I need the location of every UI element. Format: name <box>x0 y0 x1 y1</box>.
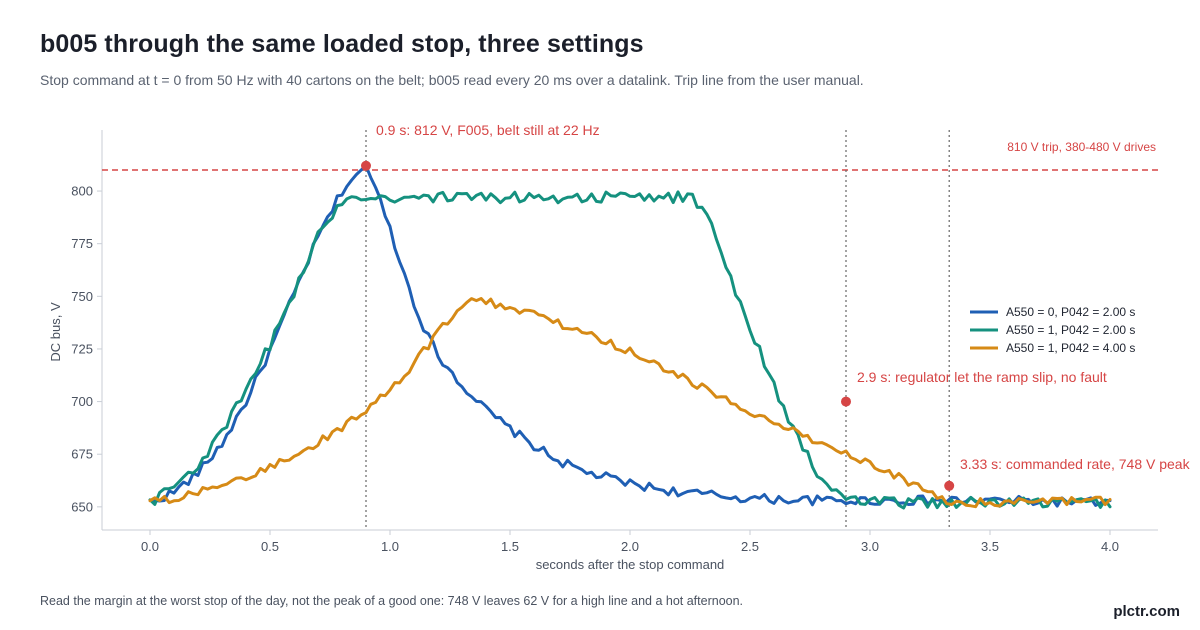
x-tick-label: 0.5 <box>261 539 279 554</box>
x-tick-label: 4.0 <box>1101 539 1119 554</box>
series-line-2 <box>148 190 1112 510</box>
y-tick-label: 725 <box>71 341 93 356</box>
x-axis-label: seconds after the stop command <box>536 557 725 572</box>
annotation-commanded-rate: 3.33 s: commanded rate, 748 V peak <box>960 456 1191 472</box>
x-tick-label: 2.5 <box>741 539 759 554</box>
y-axis-label: DC bus, V <box>48 302 63 362</box>
page-title: b005 through the same loaded stop, three… <box>40 30 644 58</box>
annotation-point-3 <box>944 480 955 491</box>
x-tick-label: 1.0 <box>381 539 399 554</box>
y-tick-label: 775 <box>71 236 93 251</box>
y-tick-label: 650 <box>71 499 93 514</box>
trip-line-label: 810 V trip, 380-480 V drives <box>1007 140 1156 154</box>
x-tick-label: 1.5 <box>501 539 519 554</box>
y-tick-label: 675 <box>71 447 93 462</box>
footnote: Read the margin at the worst stop of the… <box>40 594 744 608</box>
legend-label-a550-0: A550 = 0, P042 = 2.00 s <box>1006 305 1135 319</box>
annotation-trip-peak: 0.9 s: 812 V, F005, belt still at 22 Hz <box>376 122 600 138</box>
x-tick-label: 3.0 <box>861 539 879 554</box>
annotation-point-2 <box>841 396 851 407</box>
chart-legend: A550 = 0, P042 = 2.00 s A550 = 1, P042 =… <box>970 305 1135 355</box>
annotation-regulator-slip: 2.9 s: regulator let the ramp slip, no f… <box>857 369 1107 385</box>
legend-label-a550-1-4s: A550 = 1, P042 = 4.00 s <box>1006 341 1135 355</box>
y-tick-label: 750 <box>71 289 93 304</box>
legend-label-a550-1-2s: A550 = 1, P042 = 2.00 s <box>1006 323 1135 337</box>
y-tick-label: 800 <box>71 184 93 199</box>
x-tick-label: 2.0 <box>621 539 639 554</box>
page-subtitle: Stop command at t = 0 from 50 Hz with 40… <box>40 72 864 88</box>
x-tick-label: 0.0 <box>141 539 159 554</box>
x-tick-label: 3.5 <box>981 539 999 554</box>
annotation-point-1 <box>361 160 371 171</box>
series-line-3 <box>148 297 1112 509</box>
y-tick-label: 700 <box>71 394 93 409</box>
brand-logo-text: plctr.com <box>1113 603 1180 620</box>
